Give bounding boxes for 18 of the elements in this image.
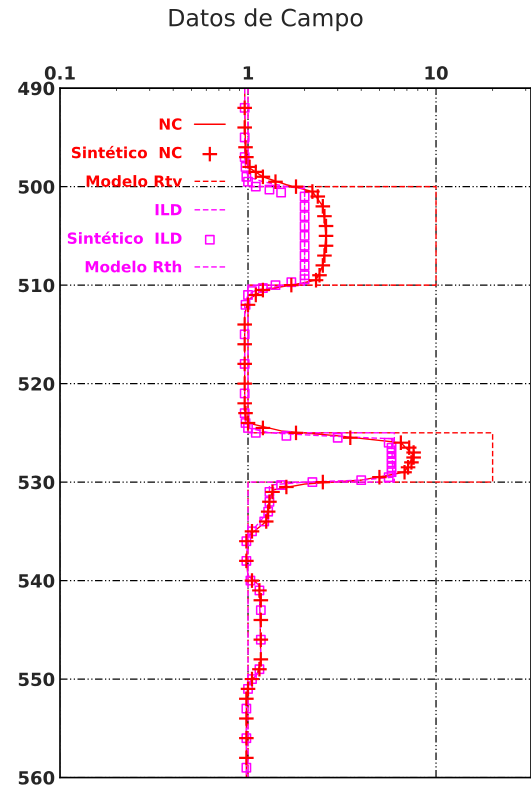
y-tick-label: 540 (18, 574, 54, 588)
chart-title: Datos de Campo (170, 8, 362, 32)
y-tick-label: 490 (18, 82, 54, 96)
legend-label: NC (160, 118, 182, 130)
legend-label: Sintético NC (72, 146, 182, 158)
legend-label: Modelo Rtv (86, 175, 182, 187)
x-tick-label: 0.1 (44, 66, 75, 80)
y-tick-label: 560 (18, 771, 54, 785)
y-tick-label: 550 (18, 672, 54, 686)
legend-label: Modelo Rth (86, 260, 182, 272)
legend-label: ILD (156, 204, 182, 216)
x-tick-label: 1 (244, 66, 254, 80)
y-tick-label: 530 (18, 476, 54, 490)
y-tick-label: 520 (18, 377, 54, 391)
legend-label: Sintético ILD (68, 232, 182, 244)
y-tick-label: 510 (18, 278, 54, 292)
y-tick-label: 500 (18, 180, 54, 194)
x-tick-label: 10 (426, 66, 448, 80)
